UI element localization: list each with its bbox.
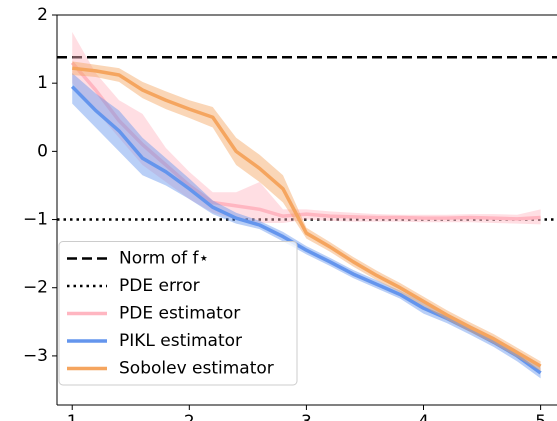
series-line: [72, 66, 542, 368]
series-line: [70, 61, 541, 221]
legend-label: Norm of f⋆: [119, 249, 209, 269]
x-tick-label: 3: [301, 412, 312, 421]
x-tick-label: 1: [67, 412, 78, 421]
y-tick-label: 0: [37, 141, 48, 161]
y-tick-label: −2: [23, 278, 48, 298]
x-tick-label: 4: [418, 412, 429, 421]
legend-label: PDE estimator: [119, 304, 240, 324]
y-tick-label: −3: [23, 346, 48, 366]
x-tick-label: 5: [535, 412, 546, 421]
series-line: [70, 85, 542, 375]
legend-box: [58, 241, 298, 386]
y-tick-label: −1: [23, 210, 48, 230]
legend-label: PDE error: [119, 276, 200, 296]
error-band: [72, 32, 541, 225]
x-tick-label: 2: [184, 412, 195, 421]
legend-label: PIKL estimator: [119, 331, 242, 351]
legend: Norm of f⋆ PDE error PDE estimator PIKL est…: [58, 241, 298, 386]
axes: −3 −2 −1 0 1 2 1 2 3 4 5: [23, 5, 557, 421]
legend-label: Sobolev estimator: [119, 359, 274, 379]
y-tick-label: 1: [37, 73, 48, 93]
plot-area: [57, 32, 557, 379]
y-tick-label: 2: [37, 5, 48, 25]
